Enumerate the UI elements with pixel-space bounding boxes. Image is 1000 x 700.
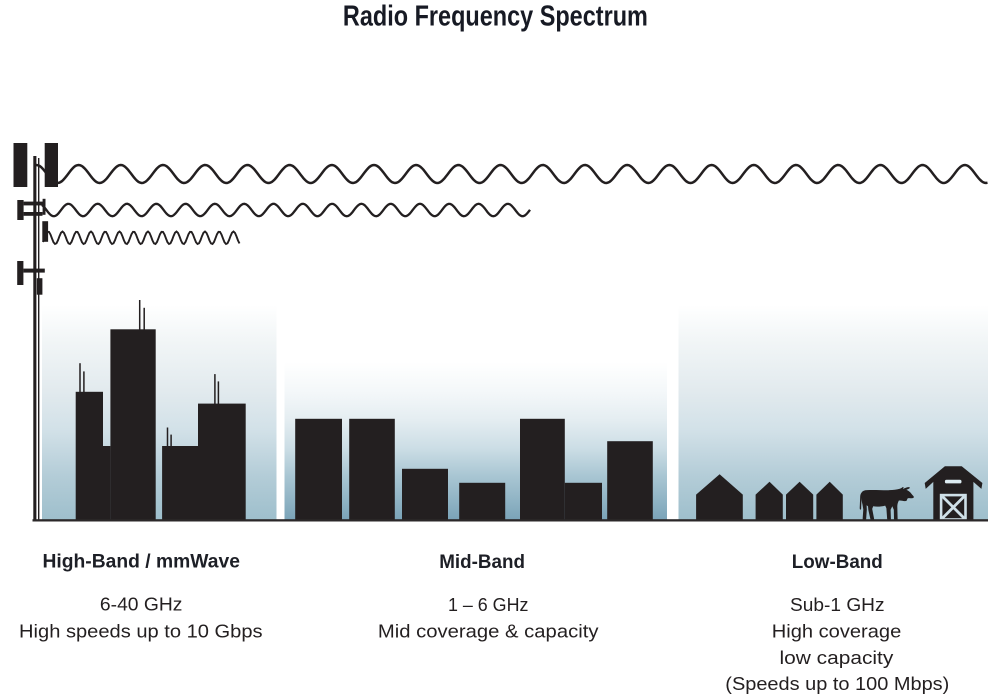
svg-text:6-40 GHz: 6-40 GHz [100, 595, 183, 615]
svg-text:Radio Frequency Spectrum: Radio Frequency Spectrum [343, 1, 648, 33]
svg-text:High coverage: High coverage [772, 622, 902, 642]
svg-text:High-Band / mmWave: High-Band / mmWave [42, 551, 240, 573]
svg-text:Low-Band: Low-Band [792, 551, 883, 573]
svg-text:Mid-Band: Mid-Band [439, 551, 525, 573]
svg-text:Sub-1 GHz: Sub-1 GHz [790, 595, 885, 615]
svg-text:1 – 6 GHz: 1 – 6 GHz [448, 595, 529, 615]
svg-text:High speeds up to 10 Gbps: High speeds up to 10 Gbps [19, 622, 262, 642]
svg-text:low capacity: low capacity [780, 648, 894, 668]
svg-text:Mid coverage & capacity: Mid coverage & capacity [378, 622, 599, 642]
svg-text:(Speeds up to 100 Mbps): (Speeds up to 100 Mbps) [725, 674, 949, 694]
